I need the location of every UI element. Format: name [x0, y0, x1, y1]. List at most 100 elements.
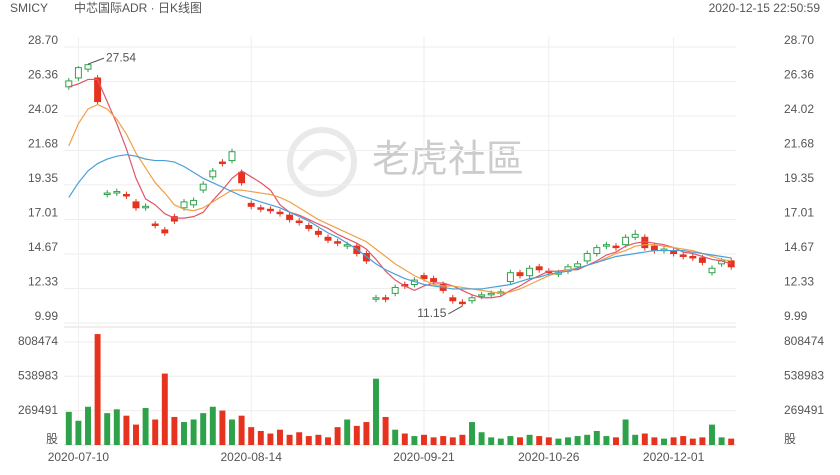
- candle-body: [430, 278, 438, 283]
- candle-body: [593, 247, 601, 255]
- volume-bar: [430, 437, 437, 445]
- y-tick-label: 26.36: [28, 68, 58, 82]
- candle-body: [382, 297, 390, 300]
- candle-body: [228, 151, 236, 162]
- volume-bar: [133, 424, 139, 445]
- volume-bar: [718, 437, 725, 445]
- y-tick-label: 9.99: [35, 309, 59, 323]
- candle-body: [103, 192, 111, 196]
- watermark-logo: [287, 127, 357, 197]
- x-tick-label: 2020-12-01: [643, 450, 705, 464]
- volume-bar: [699, 437, 706, 445]
- candle-body: [622, 236, 630, 246]
- candle-body: [487, 292, 495, 296]
- volume-bar: [142, 408, 149, 445]
- candle-body: [708, 267, 716, 274]
- volume-bar: [296, 432, 303, 445]
- candle-body: [650, 245, 658, 252]
- volume-bar: [248, 427, 255, 445]
- candle-body: [631, 233, 639, 238]
- y-tick-label: 17.01: [28, 206, 58, 220]
- chart-title: 中芯国际ADR · 日K线图: [74, 0, 202, 15]
- volume-bar: [613, 437, 619, 445]
- volume-bar: [305, 436, 312, 445]
- volume-tick-label: 269491: [18, 403, 58, 417]
- candle-body: [161, 229, 169, 234]
- candle-body: [199, 183, 207, 191]
- volume-bar: [200, 413, 207, 445]
- candle-body: [257, 207, 265, 210]
- volume-bar: [277, 429, 283, 445]
- y-tick-label-right: 9.99: [784, 309, 808, 323]
- moving-average: [68, 103, 732, 294]
- volume-bar: [353, 425, 360, 445]
- candle-body: [602, 244, 610, 247]
- candle-body: [286, 214, 294, 221]
- x-tick-label: 2020-08-14: [221, 450, 283, 464]
- volume-bar: [382, 416, 389, 445]
- volume-bar: [517, 437, 523, 445]
- candle-body: [142, 205, 150, 209]
- volume-bar: [469, 422, 475, 445]
- y-tick-label: 19.35: [28, 171, 58, 185]
- volume-unit-right: 股: [784, 432, 796, 446]
- y-tick-label-right: 14.67: [784, 240, 814, 254]
- x-tick-label: 2020-10-26: [518, 450, 580, 464]
- volume-bar: [286, 434, 293, 445]
- moving-average: [68, 154, 732, 290]
- volume-bar: [709, 424, 715, 445]
- y-tick-label: 12.33: [28, 275, 58, 289]
- candle-body: [612, 245, 620, 249]
- x-tick-label: 2020-09-21: [393, 450, 455, 464]
- volume-bar: [85, 406, 91, 445]
- y-tick-label-right: 17.01: [784, 206, 814, 220]
- volume-bar: [728, 438, 735, 445]
- candle-body: [574, 263, 582, 268]
- volume-bar: [632, 434, 639, 445]
- y-tick-label-right: 24.02: [784, 102, 814, 116]
- volume-bar: [488, 437, 495, 445]
- min-label: 11.15: [417, 306, 446, 320]
- candle-body: [526, 267, 534, 277]
- candle-body: [449, 297, 457, 302]
- candle-body: [679, 254, 687, 257]
- volume-bar: [603, 436, 610, 445]
- y-tick-label: 14.67: [28, 240, 58, 254]
- volume-bar: [421, 434, 427, 445]
- candle-body: [506, 272, 514, 283]
- candle-body: [478, 294, 486, 297]
- y-tick-label-right: 12.33: [784, 275, 814, 289]
- volume-bar: [651, 437, 658, 445]
- volume-bar: [661, 438, 667, 445]
- y-tick-label-right: 26.36: [784, 68, 814, 82]
- candle-body: [535, 266, 543, 271]
- candle-body: [324, 236, 332, 241]
- volume-bar: [325, 437, 331, 445]
- volume-bar: [315, 434, 322, 445]
- volume-bar: [593, 430, 600, 445]
- volume-bar: [584, 434, 591, 445]
- volume-bar: [545, 437, 552, 445]
- volume-bar: [497, 438, 504, 445]
- volume-bar: [536, 436, 543, 445]
- volume-bar: [680, 436, 687, 445]
- symbol: SMICY: [10, 1, 48, 15]
- volume-bar: [478, 432, 485, 445]
- volume-bar: [401, 433, 408, 445]
- candle-body: [266, 208, 274, 212]
- candle-body: [698, 257, 706, 263]
- volume-bar: [123, 415, 130, 445]
- volume-bar: [267, 433, 274, 445]
- timestamp: 2020-12-15 22:50:59: [709, 1, 821, 15]
- candle-body: [689, 255, 697, 259]
- candle-body: [247, 202, 255, 207]
- candle-body: [583, 253, 591, 262]
- moving-average: [68, 78, 732, 299]
- y-tick-label-right: 19.35: [784, 171, 814, 185]
- candle-body: [84, 64, 92, 70]
- volume-bar: [238, 415, 245, 445]
- y-tick-label: 21.68: [28, 137, 58, 151]
- volume-tick-label-right: 538983: [784, 368, 824, 382]
- candle-body: [74, 67, 82, 79]
- max-label: 27.54: [106, 50, 136, 64]
